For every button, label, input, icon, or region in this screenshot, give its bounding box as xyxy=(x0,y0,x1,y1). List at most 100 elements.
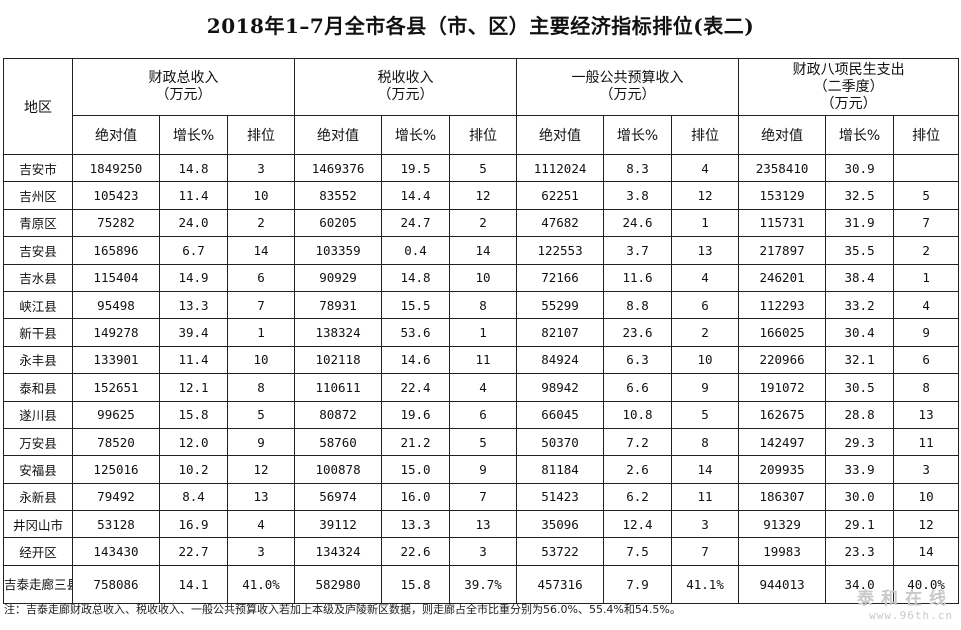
footnote: 注：吉泰走廊财政总收入、税收收入、一般公共预算收入若加上本级及庐陵新区数据，则走… xyxy=(4,603,681,616)
tax-growth-cell: 16.0 xyxy=(381,482,451,512)
livelihood-abs-cell: 115731 xyxy=(738,208,827,238)
budget-growth-cell: 7.2 xyxy=(603,427,673,457)
budget-abs-cell: 62251 xyxy=(516,181,605,210)
budget-growth-cell: 6.2 xyxy=(603,482,673,512)
tax-rank-cell: 9 xyxy=(449,455,518,484)
fiscal-total-rank-cell: 12 xyxy=(226,455,296,484)
tax-growth-cell: 15.5 xyxy=(381,290,451,320)
livelihood-rank-cell: 12 xyxy=(893,510,960,539)
fiscal-total-rank-cell: 7 xyxy=(226,290,296,320)
region-cell: 安福县 xyxy=(3,455,73,484)
budget-abs-cell: 1112024 xyxy=(516,153,605,183)
livelihood-rank-cell: 1 xyxy=(893,263,960,292)
fiscal-total-growth-cell: 12.0 xyxy=(159,427,228,457)
budget-abs-cell: 81184 xyxy=(516,455,605,484)
livelihood-rank-cell: 6 xyxy=(893,345,960,375)
fiscal-total-growth-cell: 11.4 xyxy=(159,345,228,375)
table-row: 峡江县 95498 13.3 7 78931 15.5 8 55299 8.8 6 112293 33… xyxy=(3,290,960,320)
budget-growth-cell: 8.8 xyxy=(603,290,673,320)
fiscal-total-abs-cell: 95498 xyxy=(72,290,160,320)
tax-growth-cell: 13.3 xyxy=(381,510,451,539)
livelihood-rank-cell: 40.0% xyxy=(893,564,960,604)
tax-abs-cell: 102118 xyxy=(294,345,383,375)
fiscal-total-growth-cell: 13.3 xyxy=(159,290,228,320)
budget-growth-cell: 23.6 xyxy=(603,318,673,347)
tax-rank-cell: 3 xyxy=(449,537,518,566)
header-row-sub: 绝对值 增长% 排位 绝对值 增长% 排位 绝对值 增长% 排位 绝对值 增长%… xyxy=(4,115,960,155)
livelihood-growth-cell: 29.3 xyxy=(825,427,895,457)
budget-abs-cell: 47682 xyxy=(516,208,605,238)
tax-abs-cell: 60205 xyxy=(294,208,383,238)
livelihood-abs-cell: 2358410 xyxy=(738,153,827,183)
fiscal-total-abs-cell: 53128 xyxy=(72,510,160,539)
livelihood-rank-cell xyxy=(893,153,960,183)
tax-growth-cell: 22.6 xyxy=(381,537,451,566)
tax-growth-cell: 53.6 xyxy=(381,318,451,347)
livelihood-abs-cell: 19983 xyxy=(738,537,827,566)
fiscal-total-growth-cell: 12.1 xyxy=(159,373,228,402)
livelihood-abs-cell: 217897 xyxy=(738,236,827,265)
fiscal-total-abs-cell: 758086 xyxy=(72,564,160,604)
region-cell: 遂川县 xyxy=(3,400,73,429)
tax-rank-cell: 7 xyxy=(449,482,518,512)
budget-growth-cell: 3.8 xyxy=(603,181,673,210)
budget-abs-cell: 98942 xyxy=(516,373,605,402)
tax-growth-cell: 14.8 xyxy=(381,263,451,292)
tax-abs-cell: 138324 xyxy=(294,318,383,347)
livelihood-abs-cell: 220966 xyxy=(738,345,827,375)
budget-abs-cell: 55299 xyxy=(516,290,605,320)
budget-rank-cell: 4 xyxy=(671,153,740,183)
tax-abs-cell: 90929 xyxy=(294,263,383,292)
sub-header-growth: 增长% xyxy=(159,115,228,155)
livelihood-abs-cell: 91329 xyxy=(738,510,827,539)
region-cell: 青原区 xyxy=(3,208,73,238)
budget-rank-cell: 6 xyxy=(671,290,740,320)
group-unit: （万元） xyxy=(599,87,656,103)
fiscal-total-abs-cell: 165896 xyxy=(72,236,160,265)
livelihood-growth-cell: 23.3 xyxy=(825,537,895,566)
region-cell: 吉安县 xyxy=(3,236,73,265)
livelihood-abs-cell: 186307 xyxy=(738,482,827,512)
livelihood-rank-cell: 4 xyxy=(893,290,960,320)
livelihood-growth-cell: 28.8 xyxy=(825,400,895,429)
tax-abs-cell: 83552 xyxy=(294,181,383,210)
sub-header-rank: 排位 xyxy=(449,115,518,155)
budget-abs-cell: 51423 xyxy=(516,482,605,512)
sub-header-rank: 排位 xyxy=(893,115,960,155)
budget-rank-cell: 41.1% xyxy=(671,564,740,604)
sub-header-abs: 绝对值 xyxy=(72,115,160,155)
sub-header-growth: 增长% xyxy=(381,115,451,155)
table-row: 吉水县 115404 14.9 6 90929 14.8 10 72166 11.6 4 24620… xyxy=(3,263,960,292)
indicator-table: 地区 财政总收入 （万元） 税收收入 （万元） 一般公共预算收入 （万元） 财政八项民… xyxy=(3,58,960,604)
sub-header-abs: 绝对值 xyxy=(294,115,383,155)
budget-abs-cell: 122553 xyxy=(516,236,605,265)
fiscal-total-rank-cell: 10 xyxy=(226,345,296,375)
livelihood-rank-cell: 13 xyxy=(893,400,960,429)
budget-rank-cell: 8 xyxy=(671,427,740,457)
page-title: 2018年1–7月全市各县（市、区）主要经济指标排位(表二) xyxy=(206,14,755,38)
tax-growth-cell: 24.7 xyxy=(381,208,451,238)
region-header: 地区 xyxy=(3,58,73,155)
budget-abs-cell: 72166 xyxy=(516,263,605,292)
fiscal-total-growth-cell: 22.7 xyxy=(159,537,228,566)
budget-abs-cell: 82107 xyxy=(516,318,605,347)
tax-rank-cell: 10 xyxy=(449,263,518,292)
fiscal-total-abs-cell: 75282 xyxy=(72,208,160,238)
budget-rank-cell: 7 xyxy=(671,537,740,566)
livelihood-growth-cell: 32.1 xyxy=(825,345,895,375)
tax-rank-cell: 14 xyxy=(449,236,518,265)
budget-rank-cell: 13 xyxy=(671,236,740,265)
tax-abs-cell: 1469376 xyxy=(294,153,383,183)
livelihood-growth-cell: 30.5 xyxy=(825,373,895,402)
livelihood-rank-cell: 2 xyxy=(893,236,960,265)
watermark-url: www.96th.cn xyxy=(869,609,953,622)
tax-rank-cell: 1 xyxy=(449,318,518,347)
budget-abs-cell: 35096 xyxy=(516,510,605,539)
budget-rank-cell: 3 xyxy=(671,510,740,539)
tax-abs-cell: 110611 xyxy=(294,373,383,402)
livelihood-growth-cell: 30.9 xyxy=(825,153,895,183)
tax-abs-cell: 78931 xyxy=(294,290,383,320)
fiscal-total-rank-cell: 13 xyxy=(226,482,296,512)
region-cell: 吉安市 xyxy=(3,153,73,183)
livelihood-abs-cell: 191072 xyxy=(738,373,827,402)
